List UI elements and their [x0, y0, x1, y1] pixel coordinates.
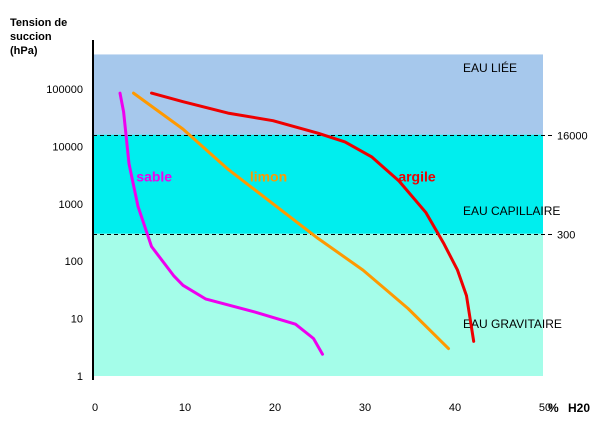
series-group: [118, 91, 476, 356]
zone-eau-liee: [93, 54, 543, 135]
y-tick-label-100: 100: [65, 256, 83, 268]
series-labels: sable limon argile: [136, 168, 436, 184]
x-axis-unit-h2o: H20: [568, 401, 590, 415]
series-line-argile: [150, 91, 476, 343]
zone-label-eau-liee: EAU LIÉE: [463, 60, 517, 75]
x-tick-label-10: 10: [179, 402, 191, 414]
y-tick-label-10000: 10000: [52, 141, 83, 153]
zone-eau-gravitaire: [93, 233, 543, 376]
y-axis-title-line-1: Tension de: [10, 17, 67, 29]
series-label-sable: sable: [136, 168, 172, 184]
y-axis-title-line-2: succion: [10, 31, 52, 43]
series-label-argile: argile: [398, 168, 436, 184]
threshold-label-16000: 16000: [557, 131, 588, 143]
y-tick-labels: 1 10 100 1000 10000 100000: [46, 84, 83, 383]
series-line-limon: [132, 91, 450, 351]
y-tick-label-1: 1: [77, 371, 83, 383]
y-tick-label-10: 10: [71, 314, 83, 326]
x-tick-labels: 0 10 20 30 40 50: [92, 402, 551, 414]
zone-bands: EAU LIÉE EAU CAPILLAIRE EAU GRAVITAIRE: [93, 54, 562, 376]
y-axis-title-line-3: (hPa): [10, 45, 38, 57]
x-tick-label-20: 20: [269, 402, 281, 414]
series-label-limon: limon: [250, 168, 287, 184]
x-tick-label-0: 0: [92, 402, 98, 414]
threshold-label-300: 300: [557, 230, 575, 242]
x-tick-label-50: 50: [539, 402, 551, 414]
x-axis-unit-percent: %: [548, 401, 559, 415]
series-line-sable: [118, 91, 324, 356]
y-tick-label-100000: 100000: [46, 84, 83, 96]
x-tick-label-30: 30: [359, 402, 371, 414]
threshold-lines: 16000 300: [93, 131, 588, 242]
x-tick-label-40: 40: [449, 402, 461, 414]
zone-label-eau-capillaire: EAU CAPILLAIRE: [463, 204, 560, 218]
zone-eau-capillaire: [93, 134, 543, 234]
y-tick-label-1000: 1000: [59, 199, 83, 211]
zone-label-eau-gravitaire: EAU GRAVITAIRE: [463, 317, 562, 331]
